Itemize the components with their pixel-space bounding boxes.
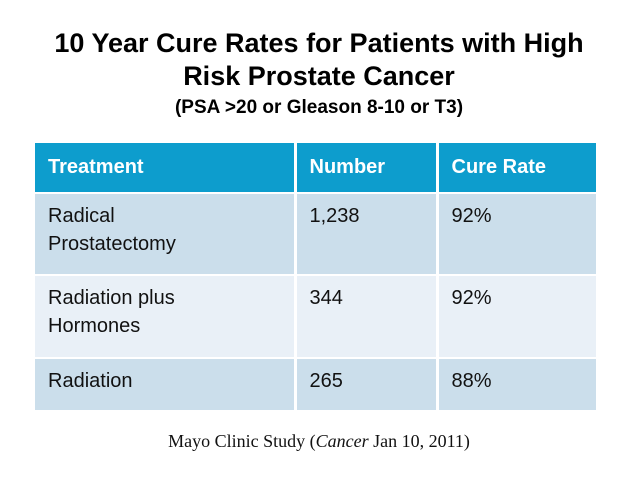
page-title: 10 Year Cure Rates for Patients with Hig… bbox=[18, 27, 620, 93]
cell-treatment: Radical Prostatectomy bbox=[35, 193, 295, 275]
cure-rate-table: Treatment Number Cure Rate Radical Prost… bbox=[35, 143, 596, 410]
source-citation: Mayo Clinic Study (Cancer Jan 10, 2011) bbox=[0, 431, 638, 452]
subtitle: (PSA >20 or Gleason 8-10 or T3) bbox=[174, 97, 464, 118]
citation-suffix: Jan 10, 2011) bbox=[368, 431, 470, 451]
header-cell-treatment: Treatment bbox=[35, 143, 295, 193]
cell-cure-rate: 92% bbox=[435, 193, 596, 275]
header-cell-cure-rate: Cure Rate bbox=[435, 143, 596, 193]
treatment-value: Radiation bbox=[48, 370, 133, 392]
cell-cure-rate: 88% bbox=[435, 358, 596, 410]
title-line-1: 10 Year Cure Rates for Patients with Hig… bbox=[54, 28, 584, 58]
citation-journal-name: Cancer bbox=[315, 431, 369, 451]
header-row: Treatment Number Cure Rate bbox=[35, 143, 596, 193]
table-row: Radiation 265 88% bbox=[35, 358, 596, 410]
cell-treatment: Radiation plus Hormones bbox=[35, 275, 295, 358]
cell-treatment: Radiation bbox=[35, 358, 295, 410]
cell-number: 1,238 bbox=[293, 193, 437, 275]
cell-number: 344 bbox=[293, 275, 437, 358]
table-row: Radical Prostatectomy 1,238 92% bbox=[35, 193, 596, 275]
cell-cure-rate: 92% bbox=[435, 275, 596, 358]
cure-rate-table-container: Treatment Number Cure Rate Radical Prost… bbox=[35, 143, 596, 410]
citation-prefix: Mayo Clinic Study ( bbox=[168, 431, 316, 451]
title-line-2: Risk Prostate Cancer bbox=[183, 61, 455, 91]
table-row: Radiation plus Hormones 344 92% bbox=[35, 275, 596, 358]
treatment-value: Radiation plus Hormones bbox=[48, 287, 175, 337]
cell-number: 265 bbox=[293, 358, 437, 410]
treatment-value: Radical Prostatectomy bbox=[48, 205, 176, 255]
header-cell-number: Number bbox=[293, 143, 437, 193]
